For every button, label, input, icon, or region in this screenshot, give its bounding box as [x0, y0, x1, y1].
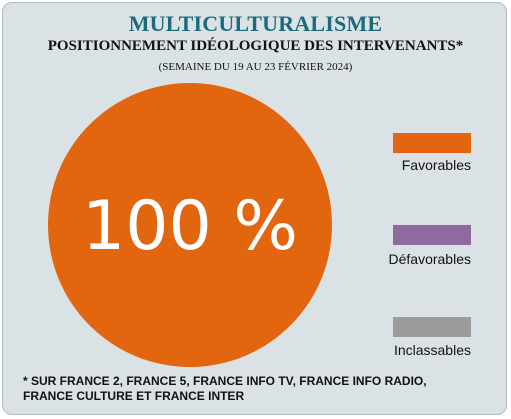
chart-title: MULTICULTURALISME	[128, 11, 383, 36]
footnote: * SUR FRANCE 2, FRANCE 5, FRANCE INFO TV…	[23, 374, 427, 404]
legend-swatch-favorables	[393, 133, 471, 153]
legend-label-favorables: Favorables	[401, 157, 471, 173]
chart-subtitle: POSITIONNEMENT IDÉOLOGIQUE DES INTERVENA…	[47, 38, 464, 54]
pie-data-label: 100 %	[82, 187, 298, 266]
legend-label-inclassables: Inclassables	[393, 342, 471, 358]
legend-swatch-defavorables	[393, 225, 471, 245]
legend-label-defavorables: Défavorables	[388, 251, 472, 267]
pie-slice-favorables	[48, 83, 332, 367]
legend-swatch-inclassables	[393, 317, 471, 337]
chart-period: (SEMAINE DU 19 AU 23 FÉVRIER 2024)	[158, 61, 353, 73]
footnote-line-2: FRANCE CULTURE ET FRANCE INTER	[23, 389, 245, 403]
footnote-line-1: * SUR FRANCE 2, FRANCE 5, FRANCE INFO TV…	[23, 374, 427, 388]
